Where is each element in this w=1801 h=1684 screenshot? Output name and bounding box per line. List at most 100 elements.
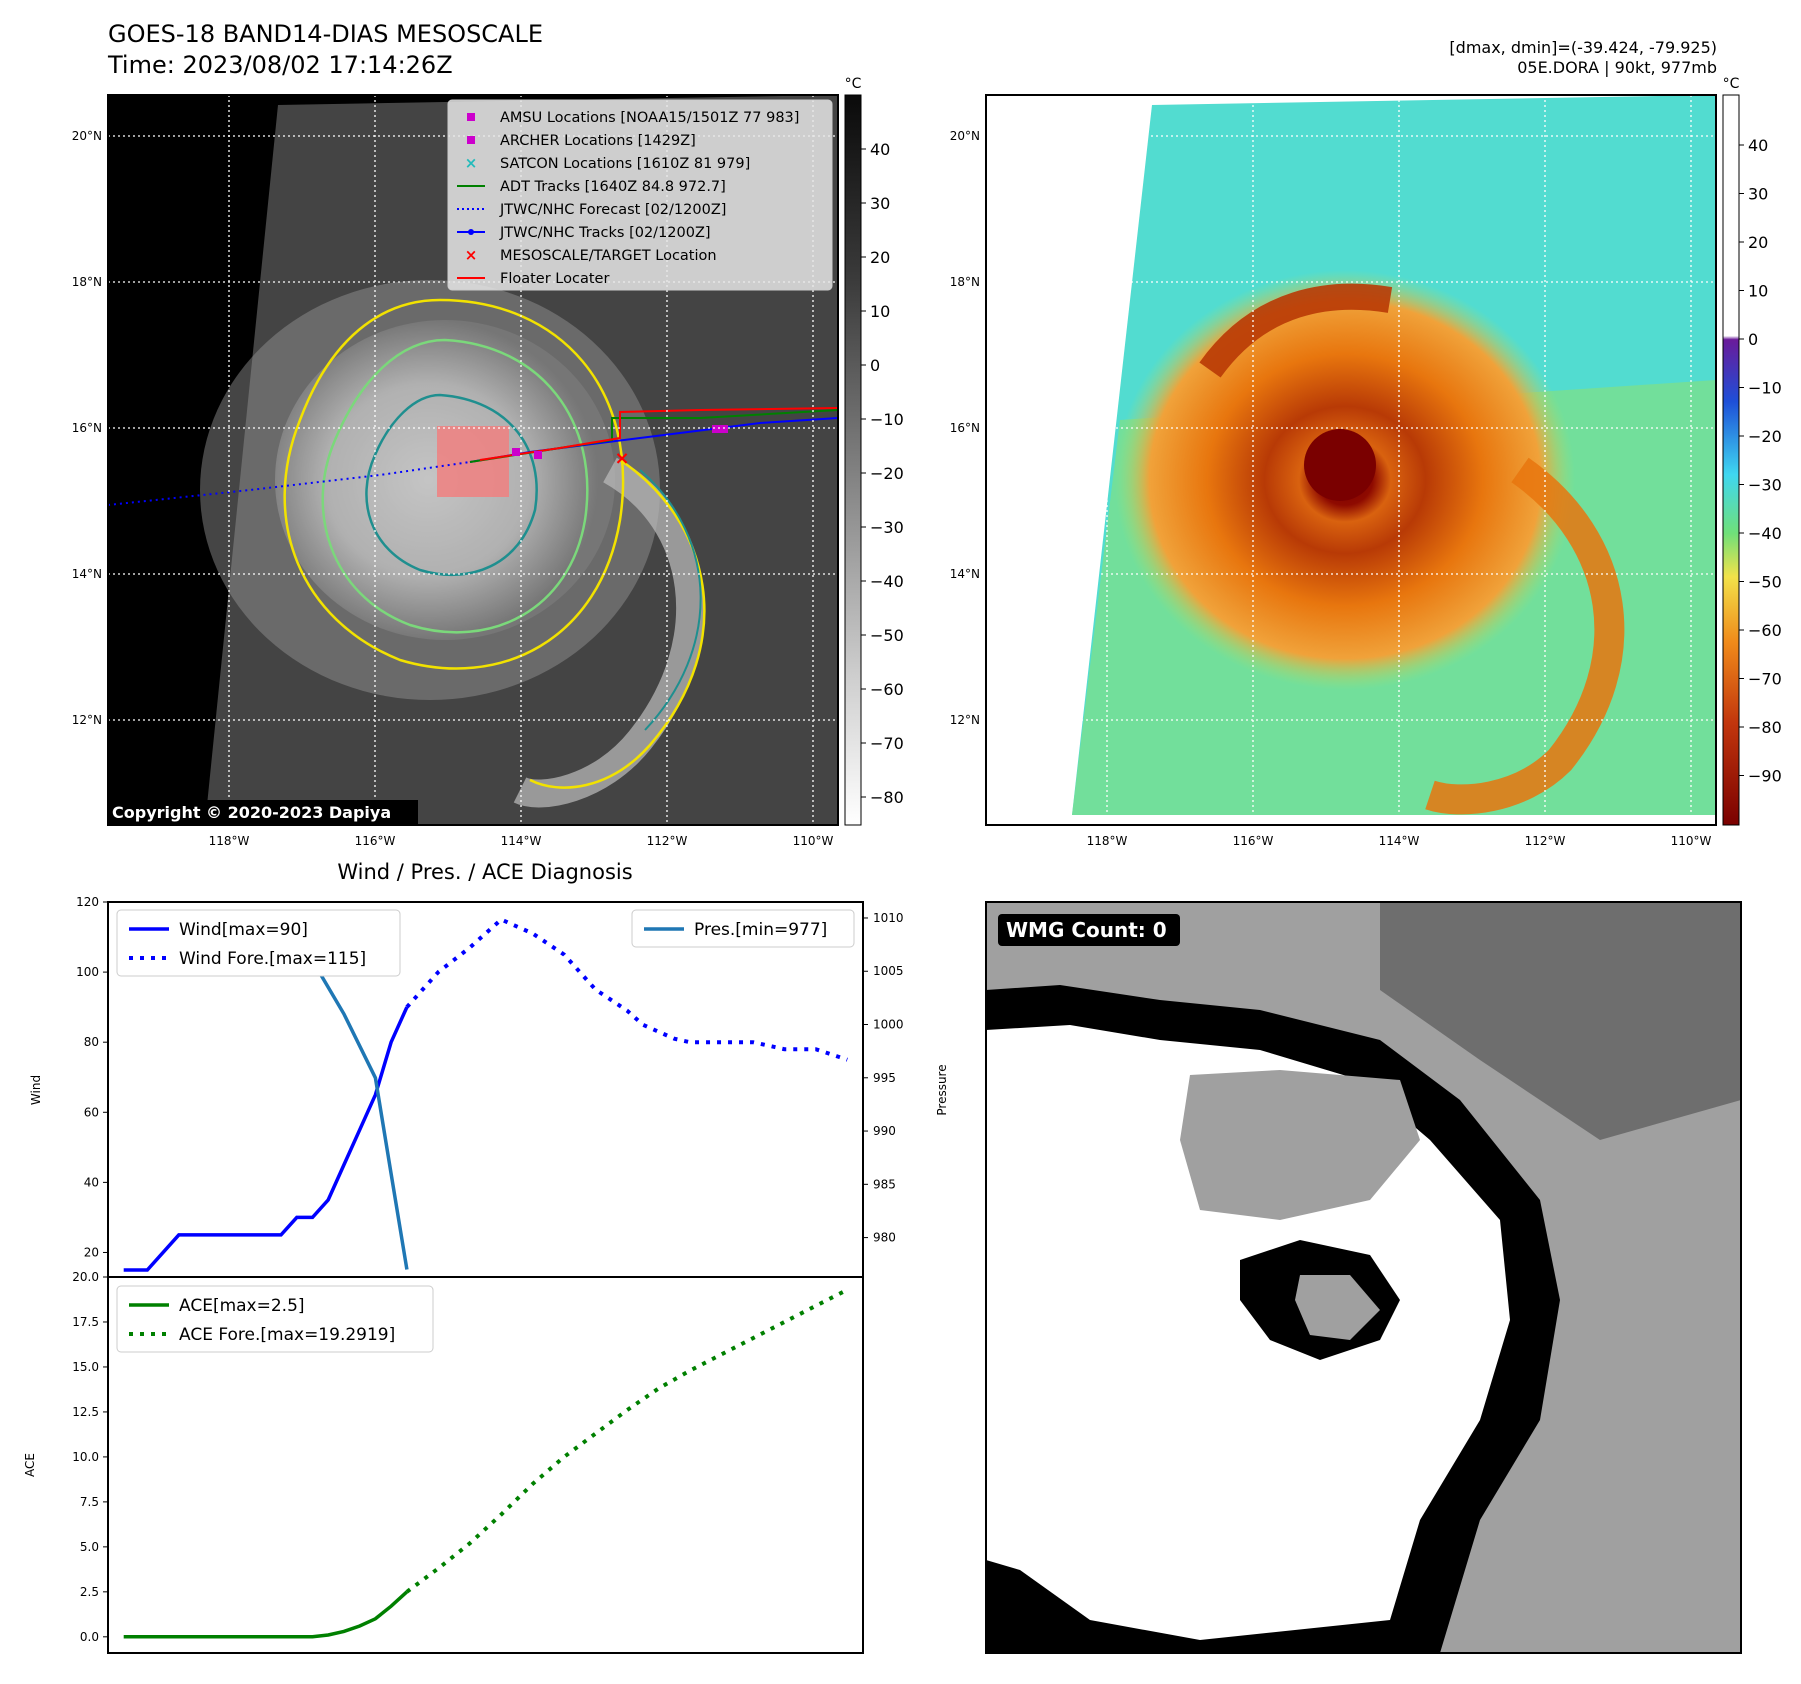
ir-contour-green (321, 338, 589, 634)
color-map-latitude-labels: 20°N 18°N 16°N 14°N 12°N (950, 129, 980, 727)
legend-x-marker: × (465, 154, 478, 172)
grayscale-colorbar-unit: °C (845, 76, 862, 92)
color-colorbar-fill (1722, 94, 1740, 826)
y-tick-label: 15.0 (72, 1360, 99, 1374)
mesoscale-target-marker: × (614, 448, 629, 469)
y-tick-label: 990 (873, 1124, 896, 1138)
ir-cloud-outer (200, 280, 660, 700)
colorbar-tick-label: 20 (870, 248, 890, 267)
colorbar-tick-label: −70 (1748, 670, 1782, 689)
legend-x-marker: × (465, 246, 478, 264)
colorbar-tick-label: −50 (1748, 573, 1782, 592)
colorbar-tick-label: −90 (1748, 767, 1782, 786)
ir-contour-band-yellow (529, 458, 706, 789)
legend-label: Wind[max=90] (179, 920, 308, 940)
y-tick-label: 1000 (873, 1018, 904, 1032)
lat-label: 20°N (950, 129, 980, 143)
ace-y-ticks: 0.0 2.5 5.0 7.5 10.0 12.5 15.0 17.5 20.0 (72, 1270, 108, 1644)
lon-label: 110°W (793, 834, 834, 848)
colorbar-tick-label: 20 (1748, 233, 1768, 252)
y-tick-label: 80 (84, 1035, 99, 1049)
pressure-y-ticks: 980 985 990 995 1000 1005 1010 (863, 911, 904, 1245)
legend-label: JTWC/NHC Forecast [02/1200Z] (499, 202, 726, 218)
lon-label: 116°W (1233, 834, 1274, 848)
legend-box (116, 909, 401, 977)
legend-label: MESOSCALE/TARGET Location (500, 248, 717, 264)
colorbar-tick-label: −40 (870, 572, 904, 591)
colorbar-tick-label: 10 (870, 302, 890, 321)
pressure-legend: Pres.[min=977] (631, 909, 855, 948)
legend-square-marker (467, 136, 475, 144)
ace-panel: ACE 0.0 2.5 5.0 7.5 10.0 12.5 15.0 17.5 20.0 ACE… (23, 1270, 864, 1654)
colorbar-tick-label: −10 (870, 410, 904, 429)
legend-label: JTWC/NHC Tracks [02/1200Z] (499, 225, 711, 241)
colorbar-tick-label: 10 (1748, 282, 1768, 301)
colorbar-tick-label: 30 (1748, 185, 1768, 204)
legend-label: ACE[max=2.5] (179, 1296, 305, 1316)
colorbar-tick-label: −30 (870, 518, 904, 537)
y-tick-label: 60 (84, 1105, 99, 1119)
wmg-gray-patch (1180, 1070, 1420, 1220)
grayscale-colorbar-ticks: 40 30 20 10 0 −10 −20 −30 −40 −50 −60 −70 −80 (861, 140, 904, 807)
wind-y-ticks: 20 40 60 80 100 120 (76, 895, 108, 1259)
colorbar-tick-label: −20 (870, 464, 904, 483)
floater-locater-line (479, 407, 839, 461)
legend-square-marker (467, 113, 475, 121)
colorbar-tick-label: −60 (1748, 621, 1782, 640)
map-legend-box (447, 99, 833, 291)
y-tick-label: 100 (76, 965, 99, 979)
stats-line1: [dmax, dmin]=(-39.424, -79.925) (1449, 38, 1717, 57)
lon-label: 118°W (209, 834, 250, 848)
storm-eye-core (1304, 429, 1376, 501)
color-map-panel: 20°N 18°N 16°N 14°N 12°N 118°W 116°W 114°W 112°… (950, 94, 1717, 848)
y-tick-label: 985 (873, 1177, 896, 1191)
ir-contour-yellow (283, 298, 625, 670)
map-legend-rows: AMSU Locations [NOAA15/1501Z 77 983] ARCH… (457, 110, 799, 287)
ir-rainband (513, 457, 705, 808)
y-tick-label: 5.0 (80, 1540, 99, 1554)
y-tick-label: 12.5 (72, 1405, 99, 1419)
color-map-gridlines (986, 95, 1716, 825)
y-tick-label: 995 (873, 1071, 896, 1085)
pressure-axis-label: Pressure (935, 1064, 949, 1115)
colorbar-tick-label: −50 (870, 626, 904, 645)
ace-line (123, 1590, 409, 1639)
color-map-longitude-labels: 118°W 116°W 114°W 112°W 110°W (1087, 834, 1712, 848)
stats-line2: 05E.DORA | 90kt, 977mb (1517, 58, 1717, 77)
wind-forecast-line (405, 917, 848, 1062)
y-tick-label: 20 (84, 1245, 99, 1259)
legend-dot-marker (468, 229, 474, 235)
colorbar-tick-label: −70 (870, 734, 904, 753)
lat-label: 16°N (72, 421, 102, 435)
legend-label: Pres.[min=977] (694, 920, 827, 940)
ir-map-frame (107, 94, 839, 826)
legend-label: ADT Tracks [1640Z 84.8 972.7] (500, 179, 726, 195)
lat-label: 14°N (950, 567, 980, 581)
colorbar-tick-label: −30 (1748, 476, 1782, 495)
lat-label: 12°N (950, 713, 980, 727)
y-tick-label: 20.0 (72, 1270, 99, 1284)
lat-label: 18°N (950, 275, 980, 289)
ace-forecast-line (405, 1288, 849, 1594)
map-longitude-labels: 118°W 116°W 114°W 112°W 110°W (209, 834, 834, 848)
lon-label: 114°W (1379, 834, 1420, 848)
colorbar-tick-label: 40 (1748, 136, 1768, 155)
ace-panel-frame (107, 1276, 864, 1654)
y-tick-label: 120 (76, 895, 99, 909)
wmg-count-label: WMG Count: 0 (1006, 918, 1167, 942)
wmg-panel: WMG Count: 0 (985, 901, 1742, 1654)
color-map-frame (985, 94, 1717, 826)
colorbar-tick-label: −20 (1748, 427, 1782, 446)
figure-title-line2: Time: 2023/08/02 17:14:26Z (108, 51, 453, 79)
colorbar-tick-label: −60 (870, 680, 904, 699)
grayscale-colorbar: °C 40 30 20 10 0 −10 −20 −30 −40 −50 −60 −70 −80 (844, 76, 904, 826)
lon-label: 118°W (1087, 834, 1128, 848)
map-legend: AMSU Locations [NOAA15/1501Z 77 983] ARCH… (447, 99, 833, 291)
y-tick-label: 2.5 (80, 1585, 99, 1599)
wmg-eye-gray (1295, 1275, 1380, 1340)
y-tick-label: 7.5 (80, 1495, 99, 1509)
colorbar-tick-label: −10 (1748, 379, 1782, 398)
legend-label: AMSU Locations [NOAA15/1501Z 77 983] (500, 110, 799, 126)
wmg-dark-region (1380, 902, 1741, 1140)
